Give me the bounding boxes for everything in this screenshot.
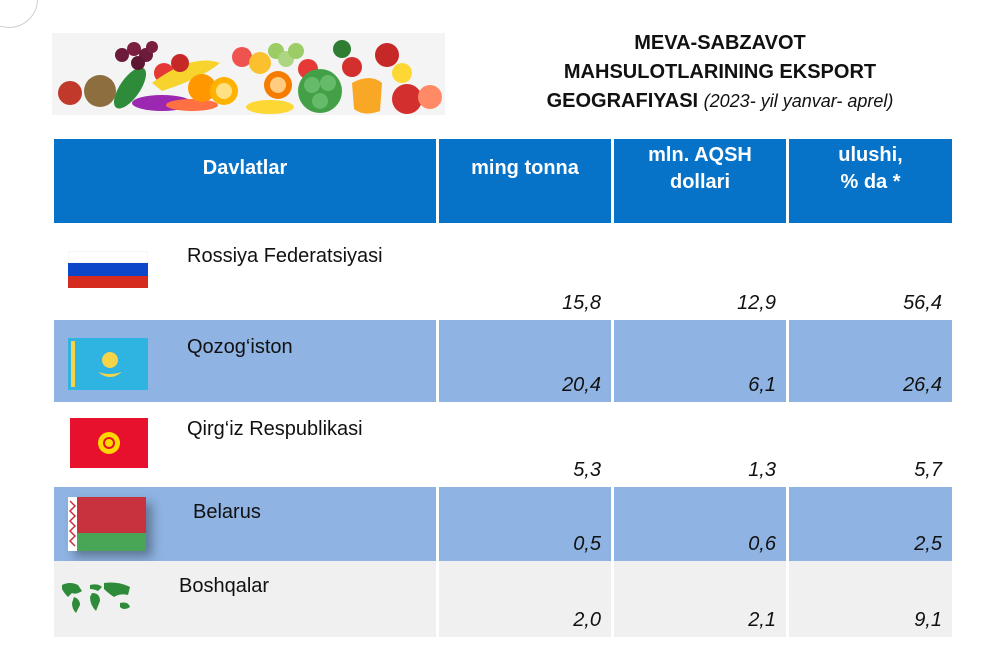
- value-share: 56,4: [903, 292, 942, 314]
- table-row: 2,0 2,1 9,1 Boshqalar: [54, 561, 952, 637]
- header-tons: ming tonna: [439, 139, 611, 223]
- cell-share: 26,4: [789, 320, 952, 402]
- russia-flag-icon: [67, 250, 149, 293]
- table-row: Qirg‘iz Respublikasi 5,3 1,3 5,7: [54, 402, 952, 487]
- value-share: 9,1: [914, 609, 942, 631]
- kyrgyzstan-flag-icon: [70, 418, 148, 473]
- value-share: 26,4: [903, 374, 942, 396]
- cell-share: 56,4: [789, 235, 952, 320]
- country-name: Belarus: [193, 501, 261, 523]
- value-usd: 0,6: [748, 533, 776, 555]
- value-usd: 1,3: [748, 459, 776, 481]
- decorative-circle: [0, 0, 38, 28]
- header-country: Davlatlar: [54, 139, 436, 223]
- cell-usd: 0,6: [614, 487, 786, 561]
- value-tons: 15,8: [562, 292, 601, 314]
- fruits-vegetables-icon: [58, 40, 442, 114]
- table-row: Rossiya Federatsiyasi 15,8 12,9 56,4: [54, 235, 952, 320]
- value-usd: 12,9: [737, 292, 776, 314]
- cell-share: 9,1: [789, 561, 952, 637]
- cell-share: 5,7: [789, 402, 952, 487]
- value-tons: 0,5: [573, 533, 601, 555]
- kazakhstan-flag-icon: [68, 338, 148, 395]
- cell-tons: 5,3: [439, 402, 611, 487]
- value-tons: 20,4: [562, 374, 601, 396]
- country-name: Rossiya Federatsiyasi: [187, 245, 383, 267]
- title-period: (2023- yil yanvar- aprel): [703, 91, 894, 111]
- title-line-3-text: GEOGRAFIYASI: [546, 90, 699, 112]
- cell-usd: 12,9: [614, 235, 786, 320]
- value-share: 5,7: [914, 459, 942, 481]
- table-row: 20,4 6,1 26,4 Qozog‘iston: [54, 320, 952, 402]
- belarus-flag-icon: [68, 497, 146, 551]
- cell-share: 2,5: [789, 487, 952, 561]
- header-usd: mln. AQSH dollari: [614, 139, 786, 223]
- world-map-icon: [58, 579, 136, 620]
- value-usd: 2,1: [748, 609, 776, 631]
- header-usd-line1: mln. AQSH: [648, 144, 752, 166]
- header-usd-line2: dollari: [669, 171, 730, 193]
- cell-usd: 1,3: [614, 402, 786, 487]
- header-share-line2: % da *: [840, 171, 901, 193]
- title-line-2: MAHSULOTLARINING EKSPORT: [563, 61, 877, 83]
- cell-tons: 15,8: [439, 235, 611, 320]
- cell-usd: 6,1: [614, 320, 786, 402]
- header-country-label: Davlatlar: [202, 157, 288, 179]
- value-usd: 6,1: [748, 374, 776, 396]
- header-share-line1: ulushi,: [838, 144, 903, 166]
- fruit-vegetable-banner-image: [52, 33, 445, 115]
- cell-country: [54, 561, 436, 637]
- value-tons: 2,0: [573, 609, 601, 631]
- country-name: Qirg‘iz Respublikasi: [187, 418, 363, 440]
- title-line-3: GEOGRAFIYASI (2023- yil yanvar- aprel): [470, 87, 970, 116]
- cell-tons: 0,5: [439, 487, 611, 561]
- page-title: MEVA-SABZAVOT MAHSULOTLARINING EKSPORT G…: [470, 29, 970, 116]
- header-tons-label: ming tonna: [471, 157, 579, 179]
- country-name: Qozog‘iston: [187, 336, 293, 358]
- cell-usd: 2,1: [614, 561, 786, 637]
- cell-tons: 2,0: [439, 561, 611, 637]
- value-share: 2,5: [914, 533, 942, 555]
- title-line-1: MEVA-SABZAVOT: [634, 32, 806, 54]
- header-share: ulushi, % da *: [789, 139, 952, 223]
- cell-tons: 20,4: [439, 320, 611, 402]
- country-name: Boshqalar: [179, 575, 270, 597]
- value-tons: 5,3: [573, 459, 601, 481]
- table-row: 0,5 0,6 2,5 Belarus: [54, 487, 952, 561]
